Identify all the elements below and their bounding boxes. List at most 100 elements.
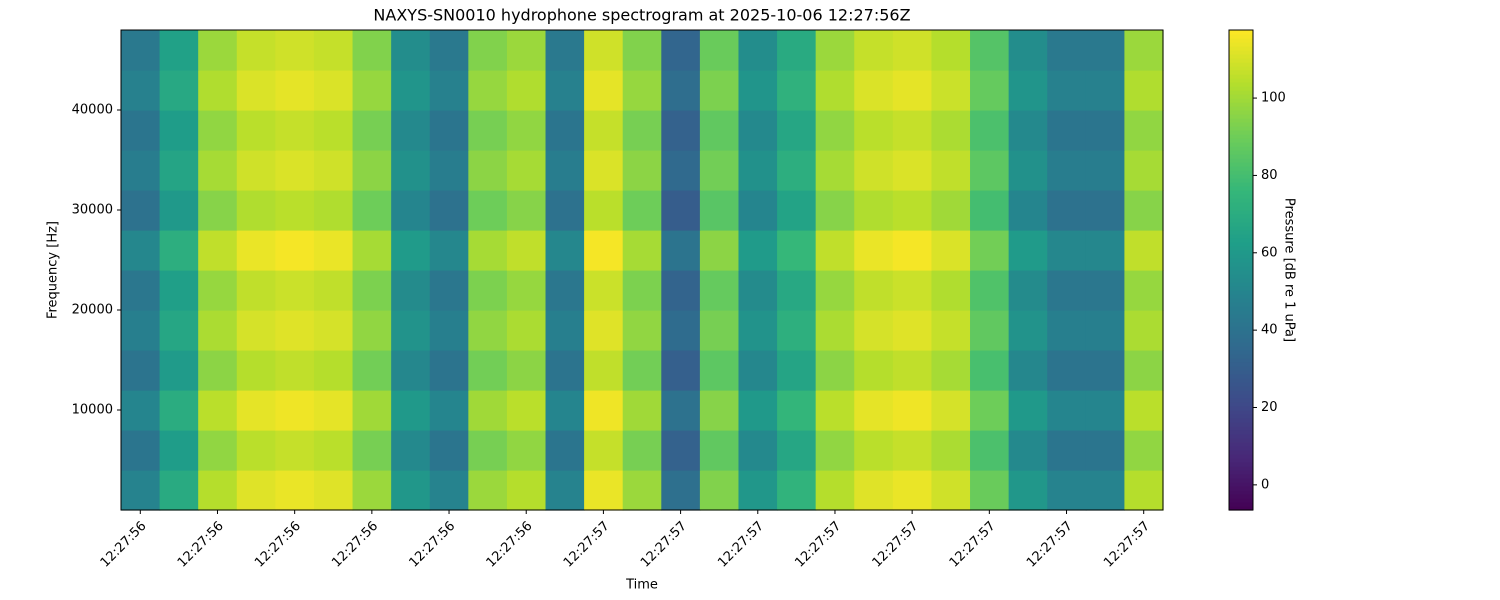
colorbar-segment xyxy=(1229,326,1253,331)
heatmap-cell xyxy=(1008,190,1048,231)
heatmap-cell xyxy=(275,310,315,351)
heatmap-cell xyxy=(275,470,315,511)
heatmap-cell xyxy=(854,230,894,271)
heatmap-cell xyxy=(468,470,508,511)
heatmap-cell xyxy=(661,270,701,311)
heatmap-cell xyxy=(854,150,894,191)
heatmap-cell xyxy=(545,70,585,111)
heatmap-cell xyxy=(313,350,354,391)
heatmap-cell xyxy=(892,70,933,111)
heatmap-cell xyxy=(970,350,1010,391)
heatmap-cell xyxy=(777,110,817,151)
colorbar-label: Pressure [dB re 1 uPa] xyxy=(1282,198,1297,342)
colorbar-segment xyxy=(1229,298,1253,303)
heatmap-cell xyxy=(738,30,778,71)
colorbar-segment xyxy=(1229,146,1253,151)
colorbar-segment xyxy=(1229,370,1253,375)
heatmap-cell xyxy=(1124,230,1164,271)
heatmap-cell xyxy=(1047,430,1087,471)
heatmap-cell xyxy=(622,470,662,511)
colorbar-tick-label: 0 xyxy=(1261,477,1269,492)
colorbar-segment xyxy=(1229,254,1253,259)
colorbar-segment xyxy=(1229,118,1253,123)
heatmap-cell xyxy=(699,190,740,231)
colorbar-segment xyxy=(1229,366,1253,371)
heatmap-cell xyxy=(1008,390,1048,431)
colorbar-segment xyxy=(1229,182,1253,187)
heatmap-cell xyxy=(931,470,971,511)
heatmap-cell xyxy=(159,230,199,271)
x-tick-label: 12:27:57 xyxy=(1101,519,1153,571)
colorbar-segment xyxy=(1229,406,1253,411)
heatmap-cell xyxy=(313,430,354,471)
heatmap-cell xyxy=(584,150,624,191)
heatmap-cell xyxy=(198,350,238,391)
heatmap-cell xyxy=(1124,350,1164,391)
heatmap-cell xyxy=(622,110,662,151)
colorbar-segment xyxy=(1229,138,1253,143)
heatmap-cell xyxy=(777,30,817,71)
heatmap-cell xyxy=(1124,310,1164,351)
heatmap-cell xyxy=(1047,150,1087,191)
heatmap-cell xyxy=(352,110,392,151)
heatmap-cell xyxy=(1124,30,1164,71)
heatmap-cell xyxy=(121,310,161,351)
heatmap-cell xyxy=(1085,270,1126,311)
heatmap-cell xyxy=(854,390,894,431)
heatmap-cell xyxy=(892,350,933,391)
heatmap-cell xyxy=(854,270,894,311)
heatmap-cell xyxy=(352,70,392,111)
heatmap-cell xyxy=(545,350,585,391)
heatmap-cell xyxy=(159,270,199,311)
heatmap-cell xyxy=(468,310,508,351)
colorbar-segment xyxy=(1229,482,1253,487)
heatmap-cell xyxy=(1047,190,1087,231)
heatmap-cell xyxy=(159,430,199,471)
colorbar-segment xyxy=(1229,238,1253,243)
heatmap-cell xyxy=(275,350,315,391)
x-tick-label: 12:27:56 xyxy=(252,519,304,571)
heatmap-cell xyxy=(738,110,778,151)
colorbar-segment xyxy=(1229,402,1253,407)
heatmap-cell xyxy=(584,270,624,311)
heatmap-cell xyxy=(738,470,778,511)
heatmap-cell xyxy=(854,190,894,231)
colorbar-segment xyxy=(1229,422,1253,427)
heatmap-cell xyxy=(313,270,354,311)
heatmap-cell xyxy=(622,150,662,191)
heatmap-cell xyxy=(892,110,933,151)
heatmap-cell xyxy=(738,270,778,311)
colorbar-segment xyxy=(1229,458,1253,463)
colorbar-segment xyxy=(1229,426,1253,431)
heatmap-cell xyxy=(198,150,238,191)
heatmap-cell xyxy=(777,270,817,311)
heatmap-cell xyxy=(1008,30,1048,71)
colorbar-segment xyxy=(1229,258,1253,263)
heatmap-cell xyxy=(970,390,1010,431)
colorbar-segment xyxy=(1229,234,1253,239)
heatmap-cell xyxy=(545,470,585,511)
colorbar-segment xyxy=(1229,150,1253,155)
heatmap-cell xyxy=(391,430,431,471)
heatmap-cell xyxy=(468,150,508,191)
colorbar-segment xyxy=(1229,414,1253,419)
colorbar-segment xyxy=(1229,46,1253,51)
heatmap-cell xyxy=(198,270,238,311)
heatmap-cell xyxy=(699,470,740,511)
colorbar-segment xyxy=(1229,202,1253,207)
colorbar-segment xyxy=(1229,222,1253,227)
colorbar-segment xyxy=(1229,274,1253,279)
colorbar-segment xyxy=(1229,430,1253,435)
heatmap-cell xyxy=(313,110,354,151)
colorbar-segment xyxy=(1229,198,1253,203)
colorbar-segment xyxy=(1229,30,1253,35)
heatmap-cell xyxy=(777,150,817,191)
heatmap-cell xyxy=(391,270,431,311)
heatmap-cell xyxy=(661,470,701,511)
colorbar-segment xyxy=(1229,354,1253,359)
heatmap-cell xyxy=(275,110,315,151)
colorbar-segment xyxy=(1229,90,1253,95)
heatmap-cell xyxy=(892,30,933,71)
heatmap-cell xyxy=(468,390,508,431)
heatmap-cell xyxy=(545,110,585,151)
